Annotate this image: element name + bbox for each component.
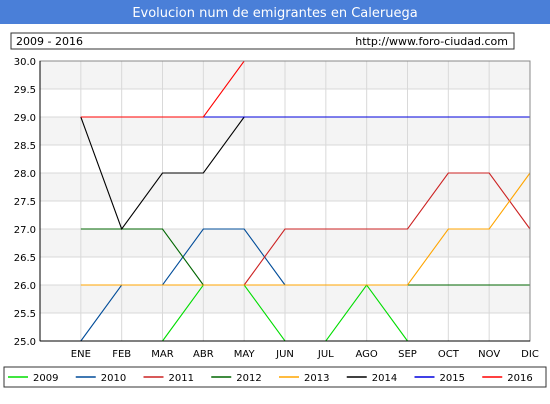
y-tick-label: 30.0 <box>14 57 36 68</box>
legend-label: 2015 <box>440 373 465 384</box>
title-bar <box>0 0 550 24</box>
x-tick-labels: ENE FEB MAR ABR MAY JUN JUL AGO SEP OCT NOV DIC <box>71 349 539 360</box>
legend-label: 2009 <box>33 373 58 384</box>
series-line-2011 <box>243 172 531 286</box>
y-tick-labels: 25.0 25.5 26.0 26.5 27.0 27.5 28.0 28.5 29.0 29.5… <box>14 57 36 348</box>
x-tick-label: FEB <box>112 349 131 360</box>
x-tick-label: SEP <box>398 349 417 360</box>
y-tick-label: 25.0 <box>14 337 36 348</box>
x-tick-label: JUL <box>317 349 334 360</box>
y-tick-label: 28.0 <box>14 169 36 180</box>
y-tick-label: 28.5 <box>14 141 36 152</box>
legend: 2009 2010 2011 2012 2013 2014 2015 2016 <box>8 373 533 384</box>
legend-label: 2010 <box>101 373 126 384</box>
info-bar <box>10 32 515 50</box>
x-tick-label: DIC <box>521 349 539 360</box>
legend-label: 2012 <box>236 373 261 384</box>
y-tick-label: 27.5 <box>14 197 36 208</box>
y-tick-label: 26.5 <box>14 253 36 264</box>
series-line-2012 <box>80 228 204 286</box>
x-tick-label: MAR <box>151 349 173 360</box>
x-tick-label: MAY <box>234 349 256 360</box>
x-tick-label: JUN <box>275 349 294 360</box>
source-url: http://www.foro-ciudad.com <box>355 35 508 48</box>
series-line-2013 <box>80 172 531 286</box>
series-line-2014 <box>80 116 245 231</box>
x-tick-label: OCT <box>438 349 460 360</box>
y-tick-label: 27.0 <box>14 225 36 236</box>
period-label: 2009 - 2016 <box>16 35 83 48</box>
legend-label: 2014 <box>372 373 397 384</box>
y-tick-label: 25.5 <box>14 309 36 320</box>
chart-title: Evolucion num de emigrantes en Caleruega <box>132 6 417 21</box>
y-tick-label: 29.5 <box>14 85 36 96</box>
x-tick-label: ABR <box>193 349 214 360</box>
x-tick-label: NOV <box>478 349 500 360</box>
y-tick-label: 26.0 <box>14 281 36 292</box>
legend-label: 2011 <box>169 373 194 384</box>
x-tick-label: ENE <box>71 349 91 360</box>
x-tick-label: AGO <box>356 349 378 360</box>
legend-label: 2016 <box>507 373 532 384</box>
axes <box>39 60 531 342</box>
legend-label: 2013 <box>304 373 329 384</box>
y-tick-label: 29.0 <box>14 113 36 124</box>
legend-box <box>3 366 547 388</box>
